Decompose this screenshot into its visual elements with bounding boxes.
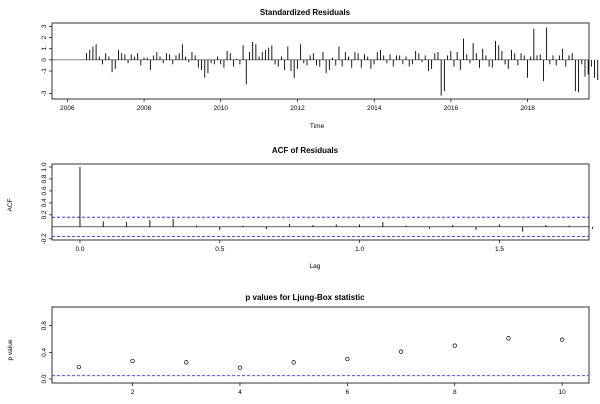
residuals-y-tick-label: 1 xyxy=(41,47,48,51)
acf-x-tick-label: 0.0 xyxy=(75,246,84,253)
acf-frame xyxy=(51,163,590,241)
residuals-x-tick-label: 2014 xyxy=(367,105,382,112)
residuals-x-tick-label: 2018 xyxy=(520,105,535,112)
residuals-title: Standardized Residuals xyxy=(260,8,351,17)
acf-x-tick-label: 1.5 xyxy=(495,246,504,253)
ljung-box-title: p values for Ljung-Box statistic xyxy=(245,293,365,302)
acf-y-tick-label: 0.6 xyxy=(41,186,48,195)
acf-xlabel: Lag xyxy=(310,263,321,270)
acf-x-tick-label: 1.0 xyxy=(355,246,364,253)
ljung-box-x-tick-label: 2 xyxy=(131,389,135,396)
p-value-point xyxy=(237,365,243,370)
ljung-box-x-tick-label: 6 xyxy=(346,389,350,396)
residuals-y-tick-label: -1 xyxy=(41,68,48,74)
residuals-y-tick-label: 0 xyxy=(41,58,48,62)
acf-panel: ACF of Residuals 0.0 0.5 1.0 1.5-0.20.20.40… xyxy=(7,146,593,270)
residuals-xlabel: Time xyxy=(310,123,325,130)
ljung-box-frame xyxy=(51,306,590,384)
acf-y-tick-label: -0.2 xyxy=(41,233,48,245)
residuals-ticks: 2006 2008 2010 2012 2014 2016 2018 -3 -1 0 1 2 3 xyxy=(41,24,535,112)
ljung-box-y-tick-label: 0.8 xyxy=(41,321,48,330)
ljung-box-panel: p values for Ljung-Box statistic 2 4 6 8 10 0… xyxy=(7,293,590,396)
acf-y-tick-label: 0.4 xyxy=(41,198,48,207)
acf-y-tick-label: 1.0 xyxy=(41,162,48,171)
p-value-point xyxy=(398,349,404,354)
ljung-box-x-tick-label: 4 xyxy=(238,389,242,396)
p-value-point xyxy=(345,356,350,362)
residuals-y-tick-label: -3 xyxy=(41,90,48,96)
acf-ylabel: ACF xyxy=(7,198,14,211)
p-value-point xyxy=(506,336,511,341)
ljung-box-ylabel: p value xyxy=(7,339,14,360)
residuals-frame xyxy=(51,22,590,100)
acf-y-tick-label: 0.8 xyxy=(41,174,48,183)
ljung-box-x-tick-label: 8 xyxy=(453,389,457,396)
residuals-x-tick-label: 2006 xyxy=(60,105,75,112)
p-value-point xyxy=(130,358,135,364)
residuals-x-tick-label: 2008 xyxy=(137,105,152,112)
ljung-box-x-tick-label: 10 xyxy=(559,389,567,396)
ljung-box-y-tick-label: 0.0 xyxy=(41,374,48,383)
residuals-x-tick-label: 2016 xyxy=(444,105,459,112)
residuals-panel: Standardized Residuals 2006 2008 2010 2012 2… xyxy=(41,8,599,130)
acf-title: ACF of Residuals xyxy=(272,146,339,155)
residuals-x-tick-label: 2012 xyxy=(290,105,305,112)
p-value-point xyxy=(291,360,296,365)
ljung-box-y-tick-label: 0.4 xyxy=(41,347,48,356)
acf-marks xyxy=(52,166,593,237)
residuals-y-tick-label: 2 xyxy=(41,35,48,39)
p-value-point xyxy=(76,364,81,370)
ljung-box-ticks: 2 4 6 8 10 0.0 0.4 0.8 xyxy=(41,321,566,396)
residuals-y-tick-label: 3 xyxy=(41,24,48,28)
p-value-point xyxy=(560,337,565,342)
acf-ticks: 0.0 0.5 1.0 1.5 -0.2 0.2 0.4 0.6 0.8 1.0 xyxy=(41,162,504,253)
ljung-box-marks xyxy=(52,336,589,377)
p-value-point xyxy=(452,343,457,348)
acf-x-tick-label: 0.5 xyxy=(215,246,224,253)
p-value-point xyxy=(184,360,189,365)
acf-y-tick-label: 0.2 xyxy=(41,210,48,219)
residuals-marks xyxy=(52,27,599,96)
residuals-x-tick-label: 2010 xyxy=(214,105,229,112)
